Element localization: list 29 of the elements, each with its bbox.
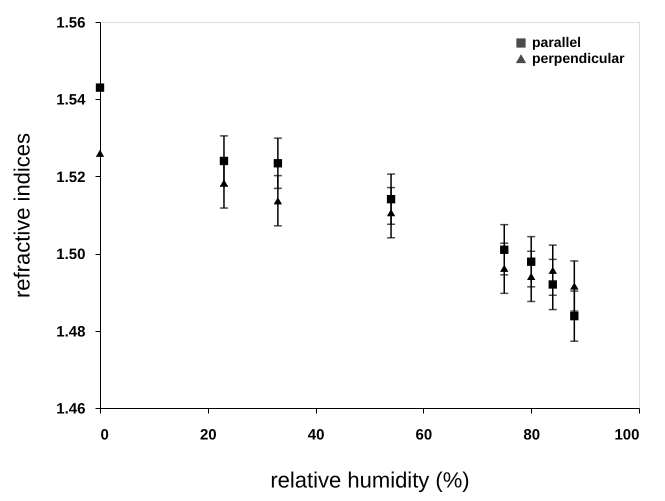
- legend-label: parallel: [532, 34, 582, 50]
- x-axis-title: relative humidity (%): [270, 468, 470, 492]
- x-tick-label: 60: [416, 426, 432, 444]
- y-tick-label: 1.50: [56, 246, 86, 264]
- point: [220, 179, 228, 187]
- point: [527, 258, 536, 266]
- point: [274, 197, 282, 204]
- y-tick-label: 1.48: [56, 323, 86, 340]
- y-tick-label: 1.52: [56, 168, 86, 186]
- legend-label: perpendicular: [532, 50, 626, 66]
- point: [386, 194, 396, 204]
- point: [570, 282, 579, 290]
- point: [96, 83, 104, 92]
- point: [274, 159, 282, 168]
- x-tick-label: 40: [308, 426, 324, 444]
- y-tick-label: 1.54: [56, 92, 86, 109]
- y-axis-title: refractive indices: [9, 132, 34, 298]
- point: [570, 312, 579, 320]
- x-tick-label: 0: [100, 426, 109, 444]
- y-tick-label: 1.56: [56, 14, 86, 32]
- x-tick-label: 80: [523, 426, 540, 444]
- point: [96, 150, 104, 157]
- y-tick-label: 1.46: [56, 400, 86, 418]
- point: [386, 209, 396, 216]
- point: [220, 156, 228, 166]
- x-tick-label: 20: [200, 426, 217, 444]
- point: [548, 280, 557, 289]
- point: [500, 246, 508, 254]
- x-tick-label: 100: [614, 426, 640, 444]
